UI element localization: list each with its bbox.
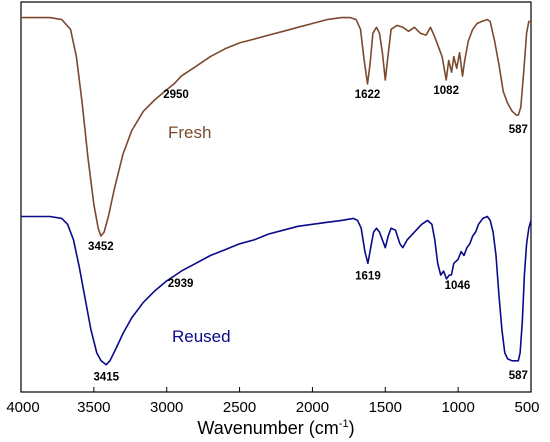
series-layer <box>21 16 532 366</box>
x-tick-label-4000: 4000 <box>6 399 39 416</box>
series-label-fresh: Fresh <box>168 123 211 142</box>
x-tick-label-500: 500 <box>514 399 539 416</box>
peak-label-reused-1046: 1046 <box>445 280 471 292</box>
x-axis-title-tail: ) <box>349 418 355 438</box>
x-axis-title: Wavenumber (cm-1) <box>197 418 354 438</box>
series-label-reused: Reused <box>172 327 231 346</box>
peak-label-reused-2939: 2939 <box>168 278 194 290</box>
x-tick-label-3500: 3500 <box>77 399 110 416</box>
peak-label-fresh-1082: 1082 <box>433 85 459 97</box>
x-axis-ticks: 4000 3500 3000 2500 2000 1500 1000 500 <box>6 387 540 416</box>
x-axis-title-main: Wavenumber (cm <box>197 418 338 438</box>
peak-annotations: 3452 2950 1622 1082 587 3415 2939 1619 1046 587 <box>88 85 528 384</box>
peak-label-reused-587: 587 <box>509 370 528 382</box>
series-line-fresh <box>21 16 531 237</box>
x-tick-label-1000: 1000 <box>441 399 474 416</box>
x-tick-label-2000: 2000 <box>296 399 329 416</box>
x-tick-label-1500: 1500 <box>369 399 402 416</box>
plot-frame <box>20 1 532 393</box>
peak-label-fresh-2950: 2950 <box>163 89 189 101</box>
peak-label-fresh-587: 587 <box>509 124 528 136</box>
x-tick-label-3000: 3000 <box>150 399 183 416</box>
peak-label-fresh-3452: 3452 <box>88 241 114 253</box>
peak-label-reused-3415: 3415 <box>93 372 119 384</box>
x-tick-label-2500: 2500 <box>223 399 256 416</box>
series-line-reused <box>21 215 532 366</box>
peak-label-fresh-1622: 1622 <box>355 89 381 101</box>
x-axis-title-superscript: -1 <box>339 418 349 430</box>
peak-label-reused-1619: 1619 <box>355 270 381 282</box>
